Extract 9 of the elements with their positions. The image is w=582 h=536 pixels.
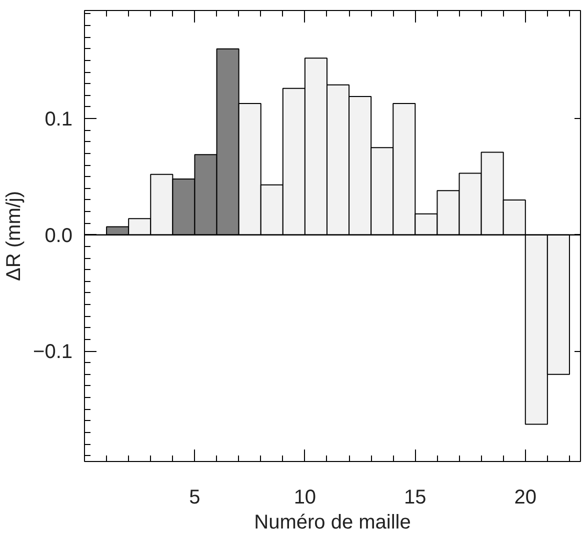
x-axis-title: Numéro de maille: [254, 512, 411, 534]
x-tick-label: 15: [404, 486, 426, 508]
x-tick-label: 5: [189, 486, 200, 508]
x-tick-label: 20: [514, 486, 537, 508]
y-tick-label: 0.0: [44, 224, 73, 247]
y-tick-label: 0.1: [44, 108, 73, 131]
y-axis-title: ΔR (mm/j): [3, 191, 26, 281]
x-tick-label: 10: [294, 486, 316, 508]
y-tick-label: −0.1: [33, 341, 72, 364]
